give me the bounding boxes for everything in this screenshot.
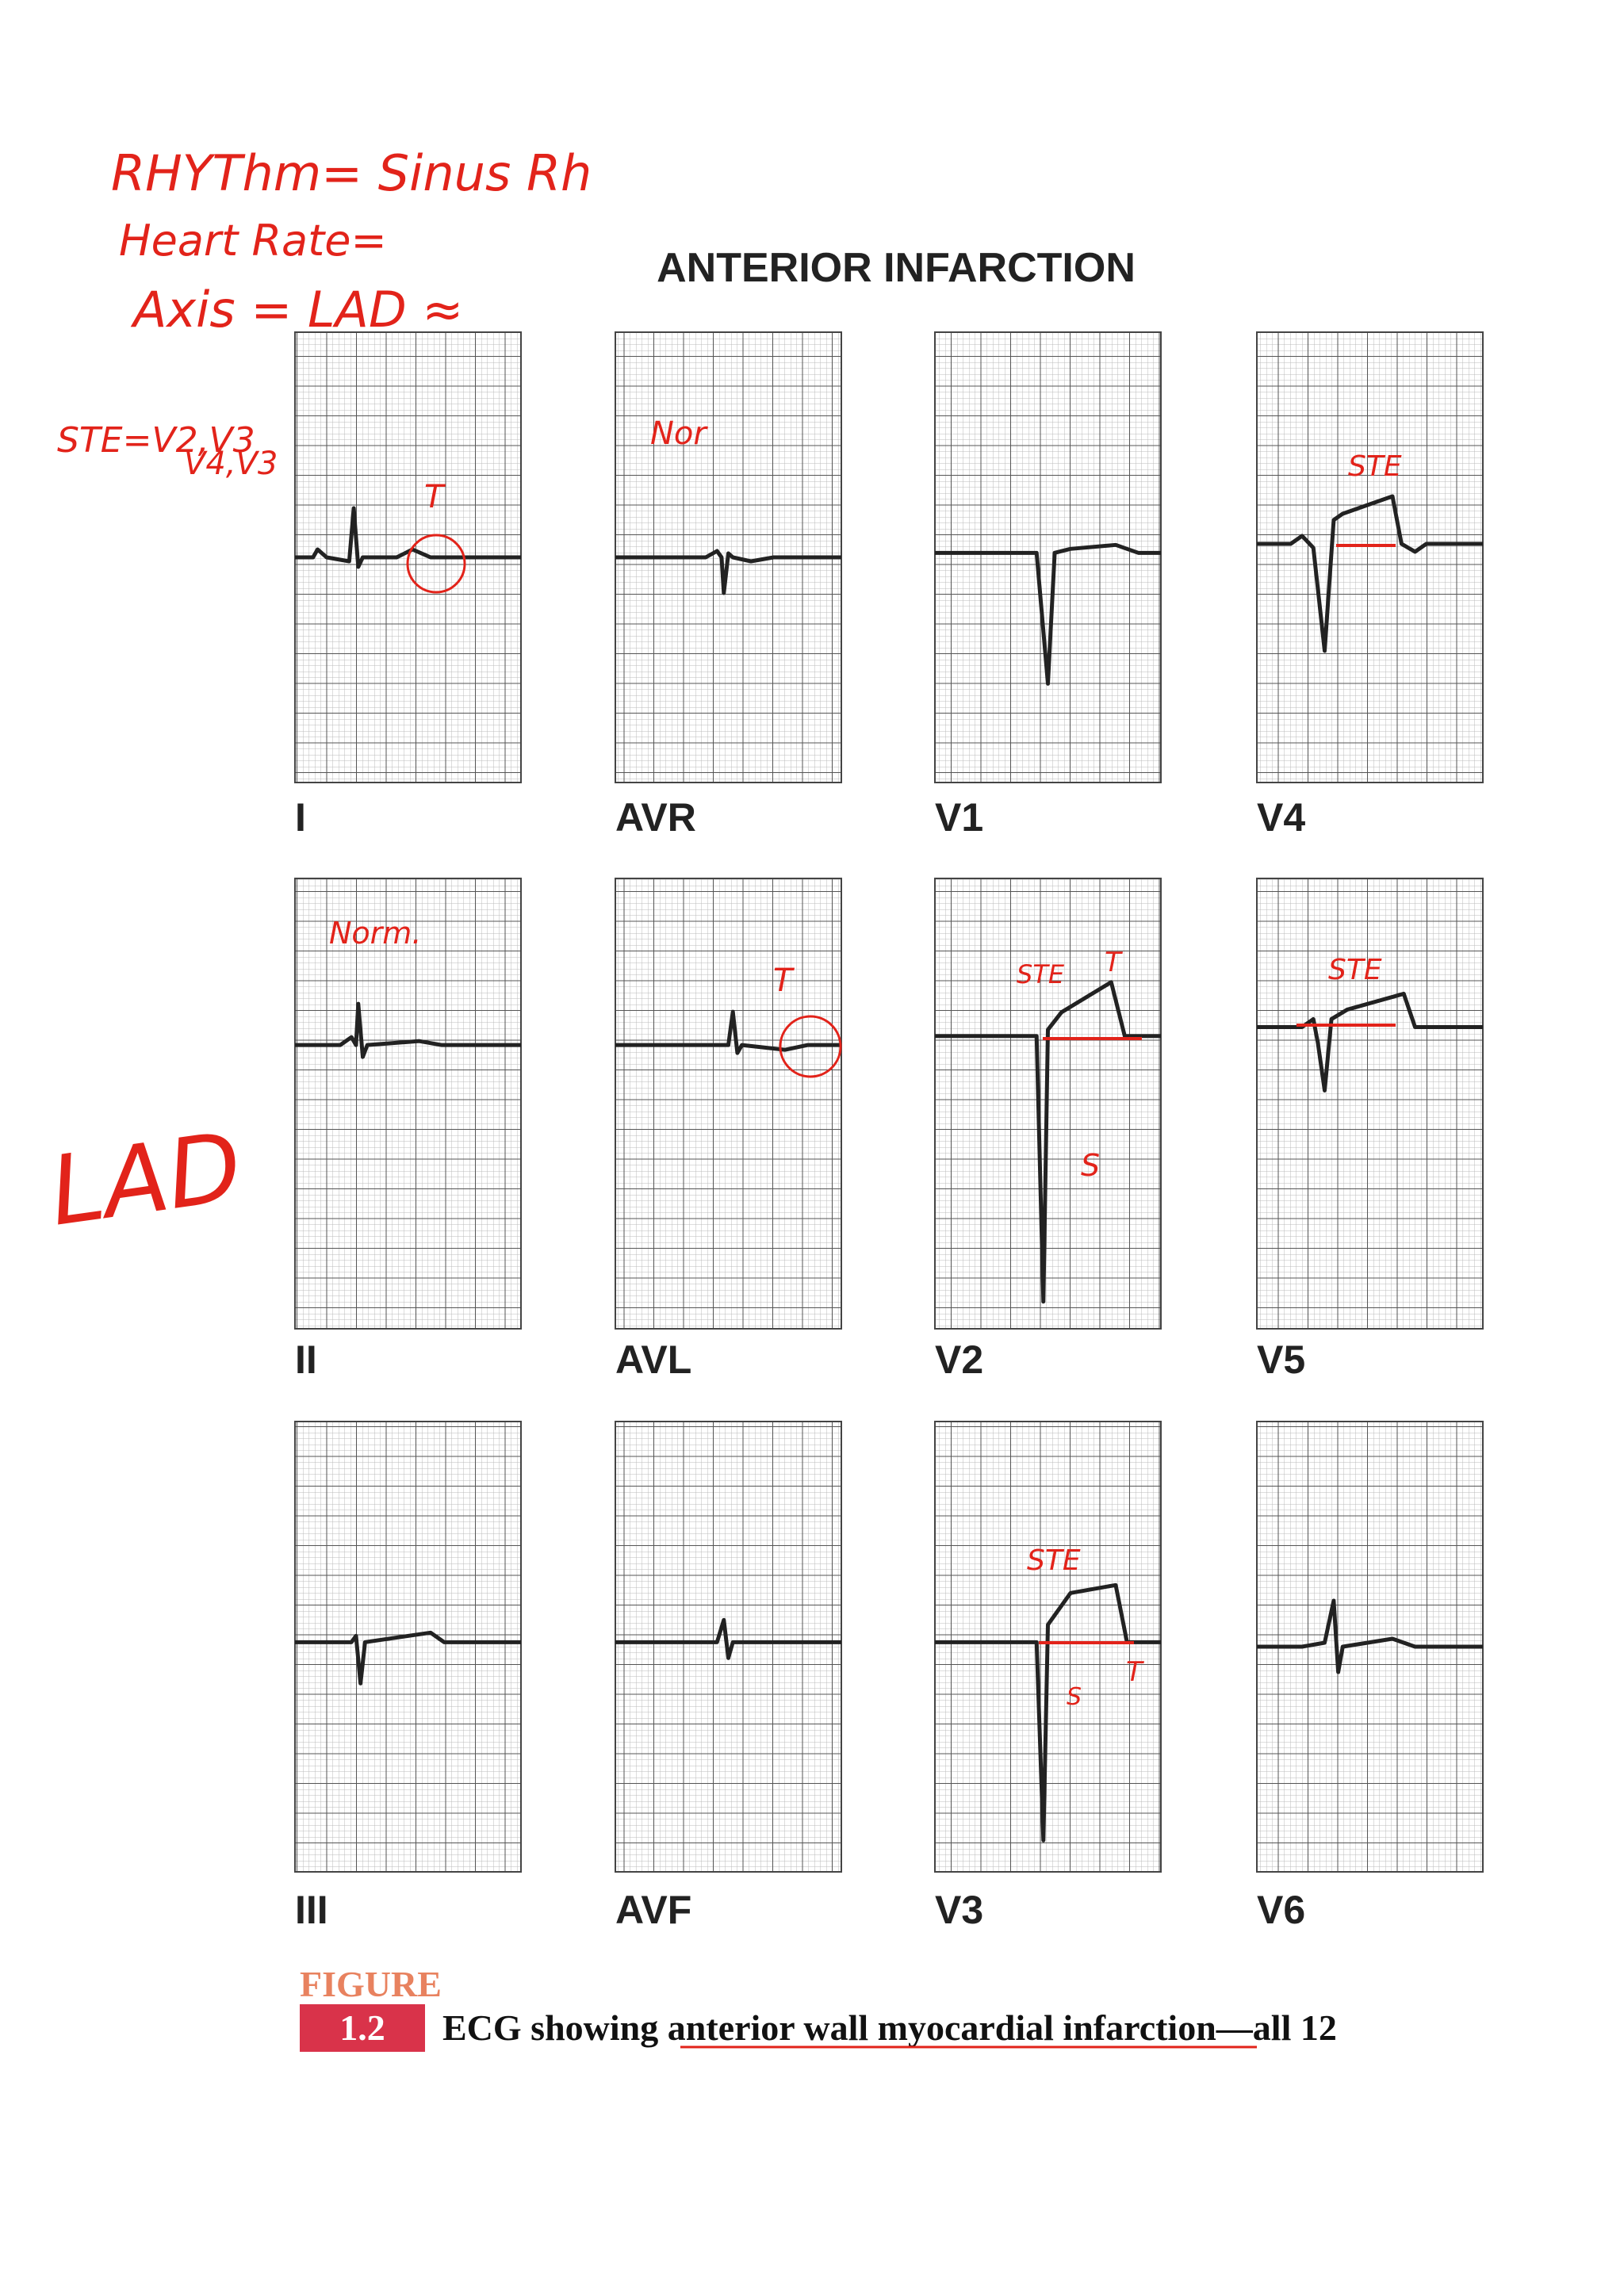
- title: ANTERIOR INFARCTION: [657, 245, 1136, 291]
- lead-label: V6: [1257, 1888, 1305, 1932]
- ecg-trace: [615, 549, 841, 595]
- lead-label: AVL: [615, 1337, 691, 1382]
- ecg-trace: [295, 1001, 521, 1059]
- handwritten-note: STE: [1328, 954, 1382, 986]
- ecg-panel: [1256, 878, 1484, 1330]
- ecg-trace: [1257, 1598, 1483, 1674]
- circle-mark: [406, 534, 466, 594]
- handwritten-note: T: [773, 962, 795, 999]
- handwritten-note: STE: [1017, 959, 1065, 989]
- note-axis: Axis = LAD ≈: [130, 281, 463, 339]
- lead-label: V4: [1257, 795, 1305, 840]
- note-ste: STE=V2,V3: [57, 420, 255, 461]
- figure-number: 1.2: [339, 2007, 385, 2048]
- lead-label: V3: [935, 1888, 983, 1932]
- note-lad: LAD: [44, 1112, 248, 1247]
- ecg-trace: [1257, 991, 1483, 1093]
- note-rhythm: RHYThm= Sinus Rh: [111, 144, 592, 202]
- ecg-panel: [934, 331, 1162, 783]
- handwritten-note: Norm.: [329, 916, 421, 951]
- ecg-trace: [615, 1009, 841, 1055]
- lead-label: AVF: [615, 1888, 691, 1932]
- ecg-trace: [615, 1617, 841, 1660]
- ecg-trace: [935, 980, 1161, 1304]
- ecg-trace: [935, 542, 1161, 686]
- caption-end: —all 12: [1216, 2007, 1337, 2048]
- handwritten-note: T: [1126, 1656, 1144, 1688]
- ecg-trace: [935, 1582, 1161, 1843]
- handwritten-note: Nor: [650, 415, 708, 452]
- handwritten-note: STE: [1348, 450, 1402, 483]
- lead-label: V1: [935, 795, 983, 840]
- ecg-panel: [1256, 331, 1484, 783]
- ecg-grid: I AVR V1 V4 II AVL V2 V5 III AVF V3 V6 T Nor Norm. T STE…: [294, 331, 1484, 1932]
- caption: ECG showing anterior wall myocardial inf…: [442, 2007, 1337, 2048]
- ecg-panel: [294, 1421, 522, 1873]
- lead-label: V5: [1257, 1337, 1305, 1382]
- lead-label: I: [295, 795, 306, 840]
- lead-label: V2: [935, 1337, 983, 1382]
- ecg-panel: [934, 1421, 1162, 1873]
- ecg-trace: [295, 1630, 521, 1686]
- figure-number-box: [300, 2004, 425, 2052]
- caption-link: anterior wall myocardial infarction: [668, 2007, 1216, 2048]
- figure-label: FIGURE: [300, 1964, 442, 2004]
- handwritten-note: T: [424, 479, 446, 515]
- note-rate: Heart Rate=: [119, 216, 387, 266]
- lead-label: III: [295, 1888, 328, 1932]
- handwritten-note: S: [1067, 1683, 1082, 1711]
- circle-mark: [779, 1015, 842, 1078]
- ecg-panel: [294, 878, 522, 1330]
- ecg-panel: [615, 878, 842, 1330]
- lead-label: AVR: [615, 795, 696, 840]
- handwritten-note: T: [1105, 947, 1123, 978]
- ecg-trace: [1257, 494, 1483, 653]
- handwritten-note: S: [1081, 1148, 1100, 1183]
- handwritten-note: STE: [1027, 1544, 1081, 1577]
- lead-label: II: [295, 1337, 317, 1382]
- note-ste-2: V4,V3: [184, 446, 278, 482]
- ecg-trace: [295, 506, 521, 569]
- caption-start: ECG showing: [442, 2007, 668, 2048]
